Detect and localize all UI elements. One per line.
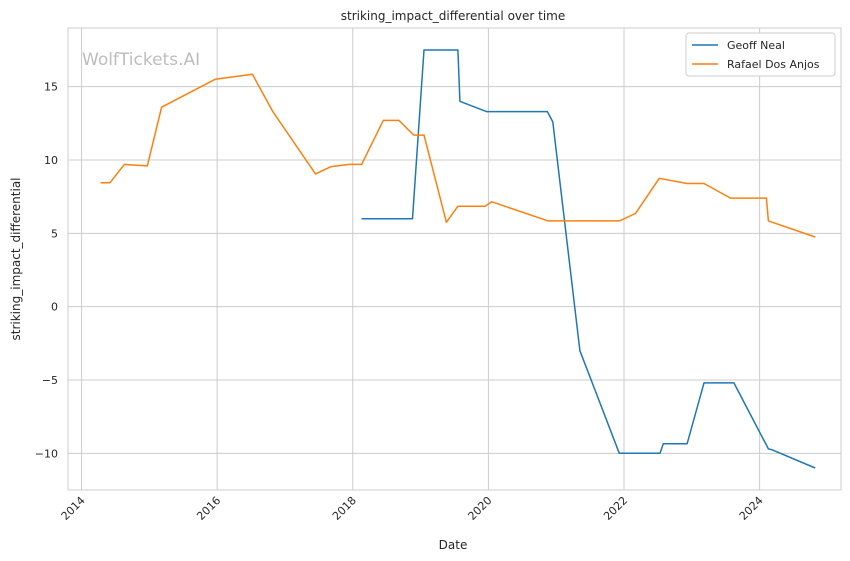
y-tick-label: 5: [51, 227, 58, 240]
series-lines: [100, 49, 816, 469]
grid: [68, 28, 841, 490]
legend-label-rafael-dos-anjos: Rafael Dos Anjos: [727, 58, 820, 71]
y-tick-label: −5: [42, 374, 58, 387]
series-line-rafael-dos-anjos: [100, 73, 816, 238]
x-axis-title: Date: [439, 538, 468, 552]
y-tick-label: 0: [51, 301, 58, 314]
chart-title: striking_impact_differential over time: [341, 9, 566, 23]
plot-frame: [67, 27, 842, 491]
legend-box: [685, 32, 836, 77]
legend-label-geoff-neal: Geoff Neal: [727, 39, 785, 52]
y-tick-label: 10: [44, 154, 58, 167]
y-tick-label: 15: [44, 81, 58, 94]
y-axis-title: striking_impact_differential: [9, 177, 23, 340]
y-tick-label: −10: [35, 447, 58, 460]
watermark: WolfTickets.AI: [82, 50, 200, 70]
series-line-geoff-neal: [361, 49, 816, 469]
legend: Geoff Neal Rafael Dos Anjos: [685, 32, 836, 77]
